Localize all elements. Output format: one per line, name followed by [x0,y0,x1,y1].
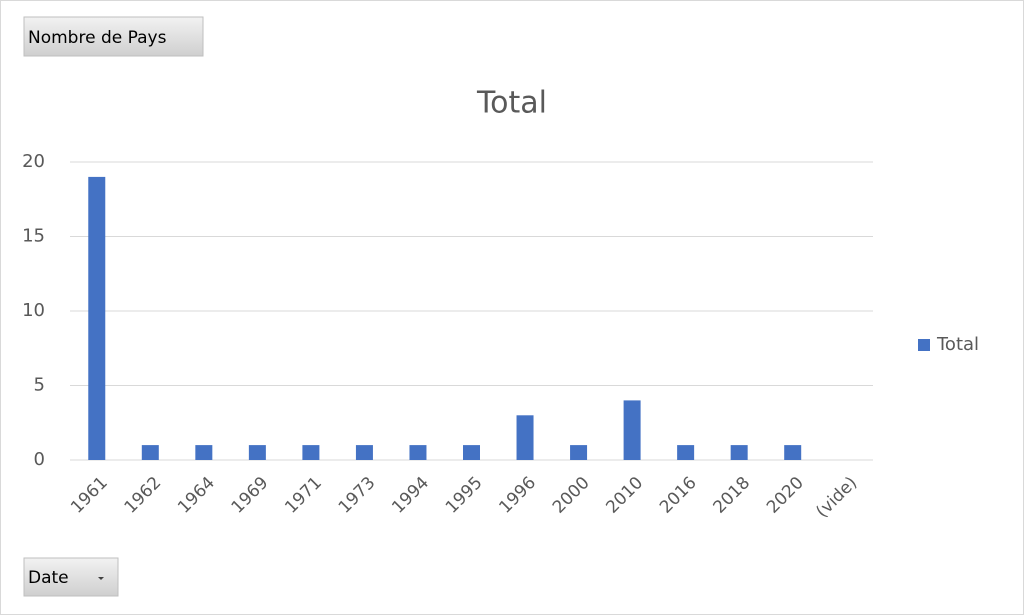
bar [88,176,106,460]
legend-label: Total [936,334,979,355]
legend-swatch [918,339,930,351]
bar [784,445,802,460]
button-box[interactable] [23,16,204,57]
y-tick-label: 5 [34,375,45,396]
bar [248,445,266,460]
bar [302,445,320,460]
axis-field-button[interactable]: Date [23,557,119,597]
bar [730,445,748,460]
value-field-button[interactable]: Nombre de Pays [23,16,204,57]
bar [463,445,480,460]
y-tick-label: 0 [34,449,45,470]
bar [623,400,641,460]
y-tick-label: 10 [22,300,45,321]
dropdown-arrow[interactable] [98,577,104,580]
button-label[interactable]: Nombre de Pays [28,28,167,48]
y-tick-label: 15 [22,226,45,247]
bar [409,445,427,460]
bar [570,445,588,460]
bar [195,445,213,460]
bar [355,445,373,460]
bar [516,415,534,460]
bar [677,445,695,460]
chart-title: Total [476,86,547,121]
y-tick-label: 20 [22,151,45,172]
bar [141,445,159,460]
button-label[interactable]: Date [28,568,69,588]
